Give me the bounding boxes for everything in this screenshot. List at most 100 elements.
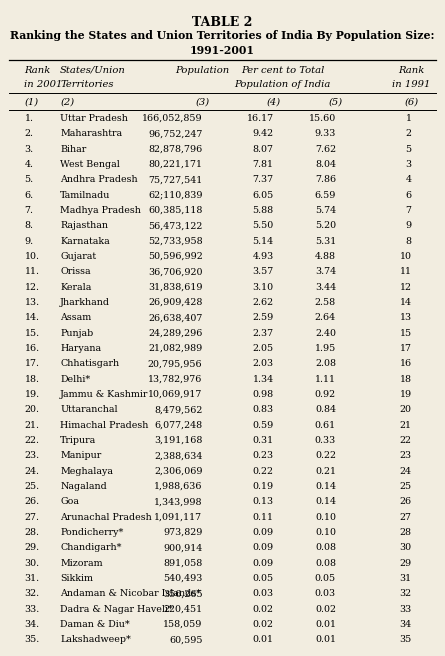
Text: Delhi*: Delhi* <box>60 375 90 384</box>
Text: 0.09: 0.09 <box>253 543 274 552</box>
Text: 3.74: 3.74 <box>315 268 336 276</box>
Text: 29: 29 <box>400 559 412 567</box>
Text: 0.09: 0.09 <box>253 528 274 537</box>
Text: Manipur: Manipur <box>60 451 101 461</box>
Text: 7.62: 7.62 <box>315 145 336 154</box>
Text: 17.: 17. <box>24 359 40 369</box>
Text: 31,838,619: 31,838,619 <box>148 283 202 292</box>
Text: 158,059: 158,059 <box>163 620 202 629</box>
Text: 0.21: 0.21 <box>315 467 336 476</box>
Text: 21,082,989: 21,082,989 <box>148 344 202 353</box>
Text: 28.: 28. <box>24 528 40 537</box>
Text: Jammu & Kashmir: Jammu & Kashmir <box>60 390 149 399</box>
Text: 0.11: 0.11 <box>253 513 274 522</box>
Text: 1,091,117: 1,091,117 <box>154 513 202 522</box>
Text: 35: 35 <box>399 636 412 644</box>
Text: 220,451: 220,451 <box>163 605 202 614</box>
Text: 8.07: 8.07 <box>253 145 274 154</box>
Text: 0.08: 0.08 <box>315 559 336 567</box>
Text: 10,069,917: 10,069,917 <box>148 390 202 399</box>
Text: Nagaland: Nagaland <box>60 482 107 491</box>
Text: 4.: 4. <box>24 160 33 169</box>
Text: 6.59: 6.59 <box>315 191 336 200</box>
Text: 27: 27 <box>400 513 412 522</box>
Text: 0.92: 0.92 <box>315 390 336 399</box>
Text: 8.: 8. <box>24 222 33 230</box>
Text: 356,265: 356,265 <box>163 590 202 598</box>
Text: (3): (3) <box>195 97 210 106</box>
Text: Kerala: Kerala <box>60 283 92 292</box>
Text: 23.: 23. <box>24 451 40 461</box>
Text: 0.03: 0.03 <box>315 590 336 598</box>
Text: 540,493: 540,493 <box>163 574 202 583</box>
Text: 13: 13 <box>400 314 412 323</box>
Text: 2.59: 2.59 <box>252 314 274 323</box>
Text: Daman & Diu*: Daman & Diu* <box>60 620 130 629</box>
Text: 9.33: 9.33 <box>315 129 336 138</box>
Text: 0.01: 0.01 <box>253 636 274 644</box>
Text: 7.37: 7.37 <box>253 175 274 184</box>
Text: 10: 10 <box>400 252 412 261</box>
Text: Per cent to Total: Per cent to Total <box>241 66 324 75</box>
Text: 0.19: 0.19 <box>253 482 274 491</box>
Text: 12: 12 <box>400 283 412 292</box>
Text: 4.88: 4.88 <box>315 252 336 261</box>
Text: 11.: 11. <box>24 268 40 276</box>
Text: 10.: 10. <box>24 252 40 261</box>
Text: 0.05: 0.05 <box>315 574 336 583</box>
Text: 14.: 14. <box>24 314 40 323</box>
Text: 12.: 12. <box>24 283 40 292</box>
Text: 900,914: 900,914 <box>163 543 202 552</box>
Text: 0.10: 0.10 <box>315 513 336 522</box>
Text: 0.13: 0.13 <box>253 497 274 506</box>
Text: 5.20: 5.20 <box>315 222 336 230</box>
Text: 0.22: 0.22 <box>315 451 336 461</box>
Text: 1.34: 1.34 <box>253 375 274 384</box>
Text: 3,191,168: 3,191,168 <box>154 436 202 445</box>
Text: 6.: 6. <box>24 191 34 200</box>
Text: 34: 34 <box>400 620 412 629</box>
Text: 1991-2001: 1991-2001 <box>190 45 255 56</box>
Text: 1,988,636: 1,988,636 <box>154 482 202 491</box>
Text: 16: 16 <box>400 359 412 369</box>
Text: Dadra & Nagar Haveli*: Dadra & Nagar Haveli* <box>60 605 173 614</box>
Text: 26,638,407: 26,638,407 <box>148 314 202 323</box>
Text: 62;110,839: 62;110,839 <box>148 191 202 200</box>
Text: Arunachal Pradesh: Arunachal Pradesh <box>60 513 152 522</box>
Text: Rajasthan: Rajasthan <box>60 222 108 230</box>
Text: 7.: 7. <box>24 206 33 215</box>
Text: 0.84: 0.84 <box>315 405 336 415</box>
Text: 19: 19 <box>400 390 412 399</box>
Text: 166,052,859: 166,052,859 <box>142 114 202 123</box>
Text: 8: 8 <box>406 237 412 246</box>
Text: 0.05: 0.05 <box>253 574 274 583</box>
Text: 28: 28 <box>400 528 412 537</box>
Text: Chhatisgarh: Chhatisgarh <box>60 359 119 369</box>
Text: 24: 24 <box>400 467 412 476</box>
Text: 18.: 18. <box>24 375 40 384</box>
Text: 30.: 30. <box>24 559 40 567</box>
Text: 3.10: 3.10 <box>253 283 274 292</box>
Text: 33: 33 <box>399 605 412 614</box>
Text: 7.81: 7.81 <box>253 160 274 169</box>
Text: 0.08: 0.08 <box>315 543 336 552</box>
Text: Meghalaya: Meghalaya <box>60 467 113 476</box>
Text: Gujarat: Gujarat <box>60 252 96 261</box>
Text: 29.: 29. <box>24 543 40 552</box>
Text: 18: 18 <box>400 375 412 384</box>
Text: 3.57: 3.57 <box>252 268 274 276</box>
Text: 26.: 26. <box>24 497 40 506</box>
Text: Punjab: Punjab <box>60 329 93 338</box>
Text: Andaman & Nicobar Islands*: Andaman & Nicobar Islands* <box>60 590 201 598</box>
Text: Himachal Pradesh: Himachal Pradesh <box>60 420 149 430</box>
Text: 19.: 19. <box>24 390 40 399</box>
Text: 6,077,248: 6,077,248 <box>154 420 202 430</box>
Text: Population: Population <box>175 66 230 75</box>
Text: 15: 15 <box>400 329 412 338</box>
Text: 33.: 33. <box>24 605 40 614</box>
Text: 3.44: 3.44 <box>315 283 336 292</box>
Text: 25: 25 <box>400 482 412 491</box>
Text: 3: 3 <box>405 160 412 169</box>
Text: 2.03: 2.03 <box>253 359 274 369</box>
Text: 32: 32 <box>400 590 412 598</box>
